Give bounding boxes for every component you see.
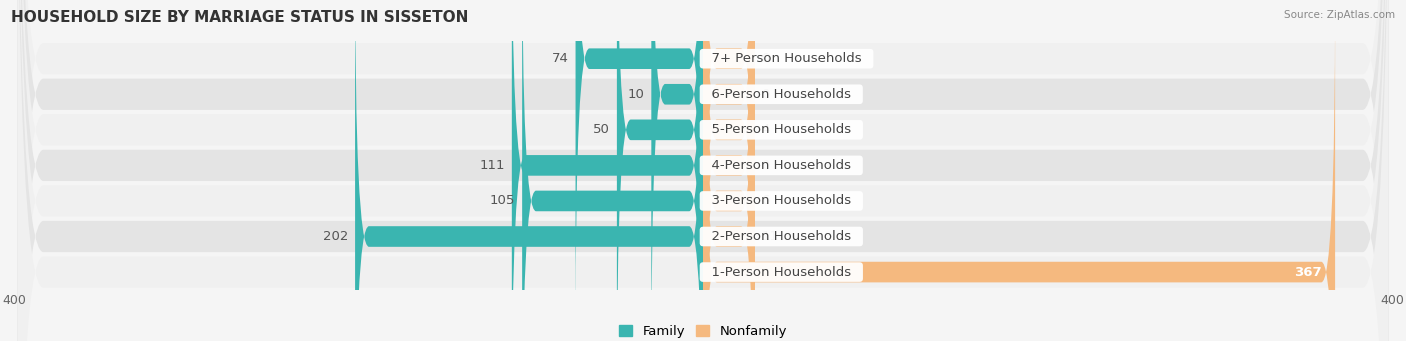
FancyBboxPatch shape [703,0,755,333]
FancyBboxPatch shape [703,0,1336,341]
FancyBboxPatch shape [356,0,703,341]
Text: 6: 6 [762,194,770,207]
Text: 4-Person Households: 4-Person Households [703,159,859,172]
FancyBboxPatch shape [703,0,755,341]
FancyBboxPatch shape [17,0,1389,341]
Text: 0: 0 [762,88,770,101]
Text: 367: 367 [1294,266,1322,279]
Text: 10: 10 [627,88,644,101]
FancyBboxPatch shape [17,0,1389,341]
Text: 105: 105 [489,194,515,207]
Text: 6-Person Households: 6-Person Households [703,88,859,101]
Text: 74: 74 [551,52,568,65]
Text: 202: 202 [323,230,349,243]
FancyBboxPatch shape [575,0,703,333]
Text: 5-Person Households: 5-Person Households [703,123,859,136]
Text: 2-Person Households: 2-Person Households [703,230,859,243]
Text: 3-Person Households: 3-Person Households [703,194,859,207]
FancyBboxPatch shape [17,0,1389,341]
FancyBboxPatch shape [17,0,1389,341]
FancyBboxPatch shape [17,0,1389,341]
FancyBboxPatch shape [651,0,703,341]
Text: 7+ Person Households: 7+ Person Households [703,52,870,65]
Text: 4: 4 [762,123,770,136]
FancyBboxPatch shape [703,0,755,341]
FancyBboxPatch shape [522,0,703,341]
FancyBboxPatch shape [512,0,703,341]
Text: 111: 111 [479,159,505,172]
Text: 0: 0 [762,52,770,65]
Text: 0: 0 [762,159,770,172]
FancyBboxPatch shape [703,0,755,341]
FancyBboxPatch shape [617,0,703,341]
FancyBboxPatch shape [703,0,755,341]
FancyBboxPatch shape [703,0,755,341]
Text: Source: ZipAtlas.com: Source: ZipAtlas.com [1284,10,1395,20]
FancyBboxPatch shape [17,0,1389,341]
Text: 1-Person Households: 1-Person Households [703,266,859,279]
Legend: Family, Nonfamily: Family, Nonfamily [619,325,787,338]
Text: HOUSEHOLD SIZE BY MARRIAGE STATUS IN SISSETON: HOUSEHOLD SIZE BY MARRIAGE STATUS IN SIS… [11,10,468,25]
FancyBboxPatch shape [17,0,1389,341]
Text: 50: 50 [593,123,610,136]
Text: 11: 11 [762,230,779,243]
